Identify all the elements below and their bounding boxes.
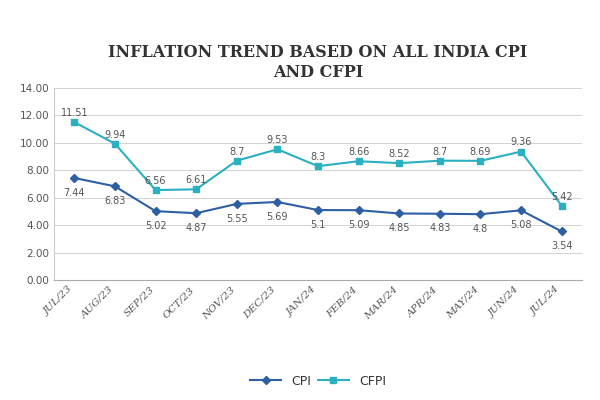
Text: 5.08: 5.08 — [511, 220, 532, 230]
Text: 5.02: 5.02 — [145, 221, 166, 231]
CFPI — [71, 120, 78, 124]
CPI — [112, 184, 119, 189]
Text: 3.54: 3.54 — [551, 241, 572, 251]
Text: 5.09: 5.09 — [348, 220, 370, 230]
CFPI — [558, 203, 565, 208]
CFPI — [517, 149, 524, 154]
Text: 6.83: 6.83 — [104, 196, 125, 206]
CPI — [436, 211, 443, 216]
Text: 11.51: 11.51 — [61, 108, 88, 118]
CPI — [355, 208, 362, 212]
CFPI — [395, 161, 403, 166]
Text: 8.7: 8.7 — [229, 146, 244, 156]
CFPI — [193, 187, 200, 192]
Text: 4.87: 4.87 — [185, 223, 207, 233]
Text: 8.3: 8.3 — [310, 152, 326, 162]
Text: 5.1: 5.1 — [310, 220, 326, 230]
CFPI — [274, 147, 281, 152]
Text: 8.52: 8.52 — [388, 149, 410, 159]
CPI — [193, 211, 200, 216]
CPI — [152, 209, 159, 214]
Text: 8.7: 8.7 — [432, 146, 448, 156]
Text: 4.8: 4.8 — [473, 224, 488, 234]
Text: 7.44: 7.44 — [64, 188, 85, 198]
Text: 4.83: 4.83 — [429, 224, 451, 234]
CPI — [517, 208, 524, 213]
CPI — [395, 211, 403, 216]
CPI — [233, 202, 241, 206]
CPI — [477, 212, 484, 216]
CFPI — [152, 188, 159, 192]
Line: CFPI: CFPI — [71, 119, 565, 208]
CFPI — [233, 158, 241, 163]
Text: 4.85: 4.85 — [388, 223, 410, 233]
Text: 9.94: 9.94 — [104, 130, 125, 140]
Text: 9.36: 9.36 — [511, 138, 532, 148]
Legend: CPI, CFPI: CPI, CFPI — [245, 370, 391, 393]
CFPI — [355, 159, 362, 164]
CFPI — [436, 158, 443, 163]
CFPI — [477, 158, 484, 163]
CFPI — [112, 141, 119, 146]
CPI — [314, 208, 322, 212]
Text: 6.61: 6.61 — [185, 175, 207, 185]
Text: 9.53: 9.53 — [266, 135, 288, 145]
CPI — [274, 200, 281, 204]
Text: 8.66: 8.66 — [348, 147, 370, 157]
CPI — [558, 229, 565, 234]
CFPI — [314, 164, 322, 168]
Title: INFLATION TREND BASED ON ALL INDIA CPI
AND CFPI: INFLATION TREND BASED ON ALL INDIA CPI A… — [109, 44, 527, 81]
Text: 8.69: 8.69 — [470, 147, 491, 157]
Text: 6.56: 6.56 — [145, 176, 166, 186]
CPI — [71, 176, 78, 180]
Text: 5.55: 5.55 — [226, 214, 248, 224]
Text: 5.69: 5.69 — [266, 212, 288, 222]
Line: CPI: CPI — [71, 175, 565, 234]
Text: 5.42: 5.42 — [551, 192, 572, 202]
